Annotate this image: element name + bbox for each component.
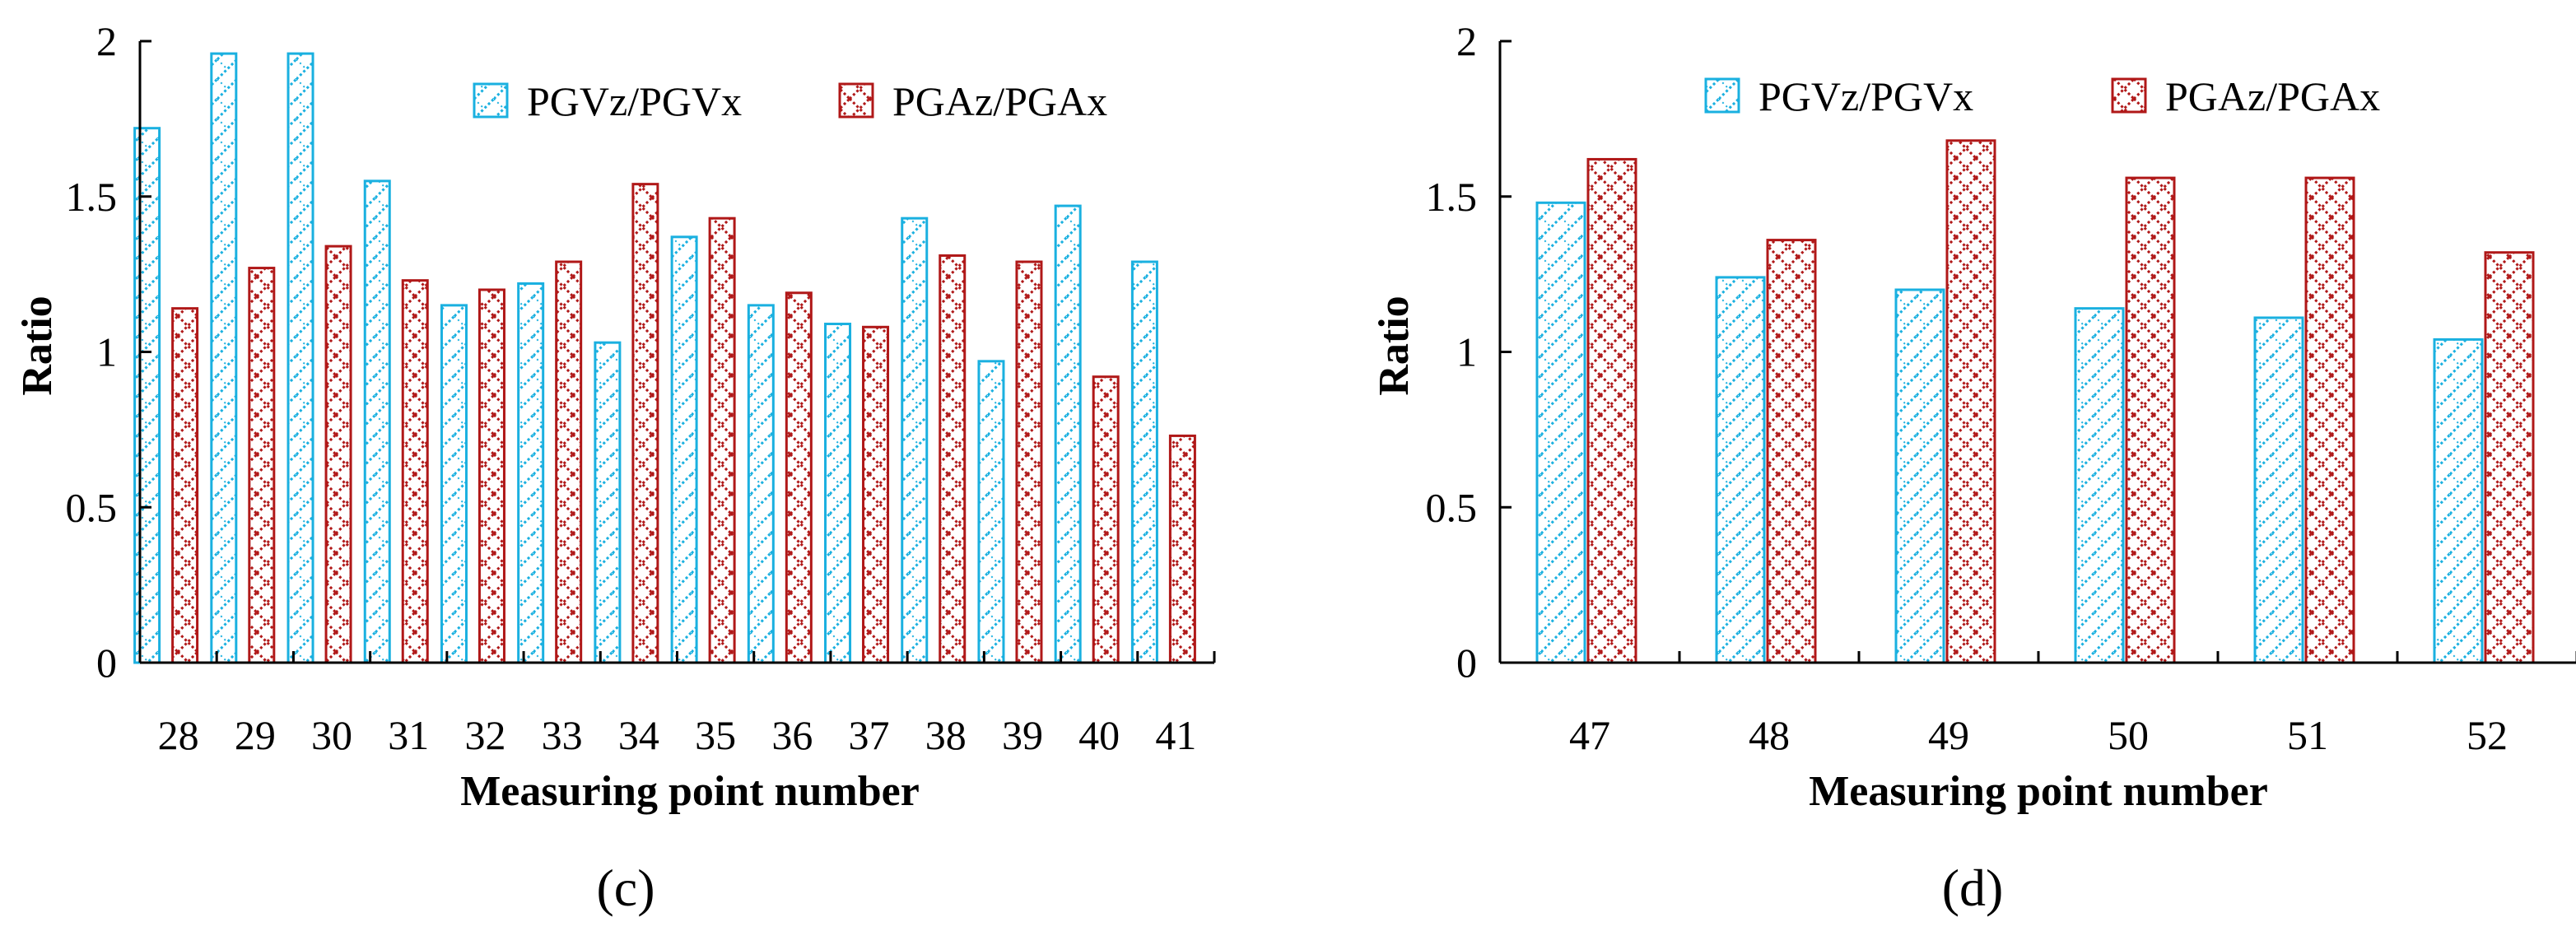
y-tick-label: 0 [1456, 640, 1477, 686]
bar-pga-37 [862, 325, 890, 664]
x-tick-label: 36 [771, 712, 813, 758]
x-tick-label: 30 [311, 712, 352, 758]
bar-pgv-33 [517, 282, 545, 664]
x-tick-label: 41 [1155, 712, 1196, 758]
bar-pgv-29 [210, 52, 238, 664]
bar-pga-50 [2125, 176, 2176, 664]
x-axis-label: Measuring point number [460, 768, 920, 815]
chart-panel-d: 0 0.5 1 1.5 2 47 48 49 50 51 52 Ratio Measuring p… [1371, 18, 2576, 917]
y-axis-label: Ratio [14, 296, 61, 395]
x-ticks-group: 28 29 30 31 32 33 34 35 36 37 38 39 40 41 [138, 651, 1216, 758]
bar-pga-51 [2304, 176, 2355, 664]
x-tick-label: 48 [1749, 712, 1790, 758]
x-tick-label: 47 [1569, 712, 1610, 758]
bar-pgv-39 [977, 360, 1005, 664]
bar-pgv-30 [286, 52, 314, 664]
bar-pga-31 [401, 279, 429, 664]
legend: PGVz/PGVx PGAz/PGAx [1704, 73, 2380, 119]
bars-group [1535, 139, 2535, 664]
legend-label-pga: PGAz/PGAx [892, 78, 1107, 124]
bar-pga-29 [248, 267, 276, 664]
y-ticks-group: 0 0.5 1 1.5 2 [1426, 18, 1512, 686]
bar-pgv-50 [2074, 307, 2125, 664]
legend-swatch-pga [2111, 77, 2147, 114]
bar-pgv-34 [594, 341, 622, 664]
bar-pgv-35 [670, 235, 698, 664]
bar-pgv-28 [133, 127, 161, 664]
x-tick-label: 28 [158, 712, 199, 758]
bar-pgv-41 [1130, 260, 1158, 664]
bar-pgv-47 [1535, 201, 1586, 664]
bar-pga-30 [324, 244, 352, 664]
panel-label: (d) [1942, 859, 2004, 917]
bar-pgv-52 [2433, 337, 2484, 664]
bar-pga-52 [2484, 251, 2535, 664]
x-tick-label: 39 [1002, 712, 1043, 758]
legend-label-pgv: PGVz/PGVx [527, 78, 742, 124]
bar-pgv-51 [2253, 316, 2304, 664]
bar-pga-47 [1586, 157, 1637, 664]
y-tick-label: 2 [1456, 18, 1477, 64]
x-tick-label: 35 [695, 712, 736, 758]
x-tick-label: 50 [2108, 712, 2149, 758]
y-tick-label: 0.5 [66, 484, 118, 530]
bar-pga-36 [785, 291, 813, 664]
x-axis-label: Measuring point number [1809, 768, 2268, 815]
x-tick-label: 32 [464, 712, 505, 758]
bar-pgv-49 [1894, 288, 1945, 664]
y-axis-label: Ratio [1371, 296, 1418, 395]
x-tick-label: 33 [542, 712, 583, 758]
x-tick-label: 52 [2467, 712, 2508, 758]
bar-pgv-31 [363, 179, 391, 664]
x-tick-label: 49 [1928, 712, 1969, 758]
legend: PGVz/PGVx PGAz/PGAx [473, 78, 1107, 124]
x-ticks-group: 47 48 49 50 51 52 [1498, 651, 2576, 758]
bar-pga-33 [555, 260, 583, 664]
bar-pgv-48 [1715, 276, 1766, 664]
bars-group [133, 52, 1196, 664]
bar-pga-48 [1766, 239, 1817, 664]
x-tick-label: 37 [849, 712, 890, 758]
x-tick-label: 34 [618, 712, 659, 758]
bar-pgv-40 [1054, 204, 1082, 664]
bar-pga-34 [631, 183, 659, 664]
y-ticks-group: 0 0.5 1 1.5 2 [66, 18, 151, 686]
y-tick-label: 1.5 [66, 174, 118, 220]
legend-swatch-pga [838, 82, 874, 119]
legend-swatch-pgv [1704, 77, 1740, 114]
bar-pga-39 [1015, 260, 1043, 664]
chart-panel-c: 0 0.5 1 1.5 2 28 29 30 31 32 33 34 35 36 37 38 39 40 41 R… [14, 18, 1216, 917]
legend-swatch-pgv [473, 82, 509, 119]
y-tick-label: 0 [96, 640, 117, 686]
bar-pgv-37 [824, 323, 852, 664]
y-tick-label: 1 [96, 329, 117, 375]
x-tick-label: 38 [925, 712, 967, 758]
y-tick-label: 1 [1456, 329, 1477, 375]
x-tick-label: 31 [388, 712, 429, 758]
bar-pga-41 [1168, 434, 1196, 664]
x-tick-label: 51 [2287, 712, 2328, 758]
bar-pgv-38 [901, 216, 929, 664]
legend-label-pga: PGAz/PGAx [2165, 73, 2380, 119]
x-tick-label: 29 [235, 712, 276, 758]
bar-pga-35 [708, 216, 736, 664]
bar-pga-32 [477, 288, 505, 664]
bar-pga-28 [171, 307, 199, 664]
y-tick-label: 1.5 [1426, 174, 1478, 220]
legend-label-pgv: PGVz/PGVx [1758, 73, 1973, 119]
bar-pga-38 [939, 254, 967, 664]
bar-pgv-32 [440, 304, 468, 664]
x-tick-label: 40 [1078, 712, 1120, 758]
bar-pga-49 [1945, 139, 1996, 664]
bar-pgv-36 [747, 304, 775, 664]
bar-pga-40 [1092, 375, 1120, 664]
y-tick-label: 2 [96, 18, 117, 64]
panel-label: (c) [596, 859, 654, 917]
y-tick-label: 0.5 [1426, 484, 1478, 530]
